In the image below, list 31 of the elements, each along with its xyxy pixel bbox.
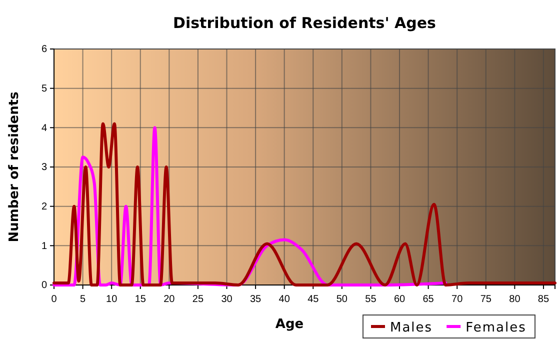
y-tick-label: 1	[41, 240, 48, 252]
x-tick-label: 85	[538, 294, 550, 305]
x-tick-label: 5	[80, 294, 86, 305]
y-tick-label: 0	[41, 280, 48, 292]
y-tick-label: 4	[41, 122, 48, 134]
x-tick-label: 10	[106, 294, 118, 305]
x-tick-label: 15	[134, 294, 146, 305]
x-axis-title: Age	[275, 317, 304, 332]
y-tick-label: 2	[41, 202, 48, 213]
y-tick-label: 3	[41, 162, 48, 174]
chart-title: Distribution of Residents' Ages	[173, 14, 436, 32]
y-tick-label: 6	[41, 44, 48, 56]
x-tick-label: 50	[336, 294, 348, 305]
x-tick-label: 30	[221, 294, 233, 305]
x-tick-label: 45	[308, 294, 320, 305]
x-tick-label: 40	[278, 294, 290, 305]
y-axis-title: Number of residents	[7, 91, 22, 242]
x-tick-label: 25	[192, 294, 204, 305]
x-tick-label: 80	[509, 294, 521, 305]
x-tick-label: 0	[51, 294, 58, 305]
x-tick-label: 20	[164, 294, 176, 305]
legend-label: Males	[390, 320, 433, 336]
y-tick-label: 5	[41, 84, 48, 95]
x-tick-label: 55	[365, 294, 377, 305]
x-tick-label: 75	[480, 294, 492, 305]
x-tick-label: 65	[422, 294, 434, 305]
line-series	[52, 122, 556, 286]
x-tick-label: 60	[394, 294, 406, 305]
legend-label: Females	[466, 320, 526, 336]
x-tick-label: 35	[250, 294, 262, 305]
x-tick-label: 70	[452, 294, 464, 305]
